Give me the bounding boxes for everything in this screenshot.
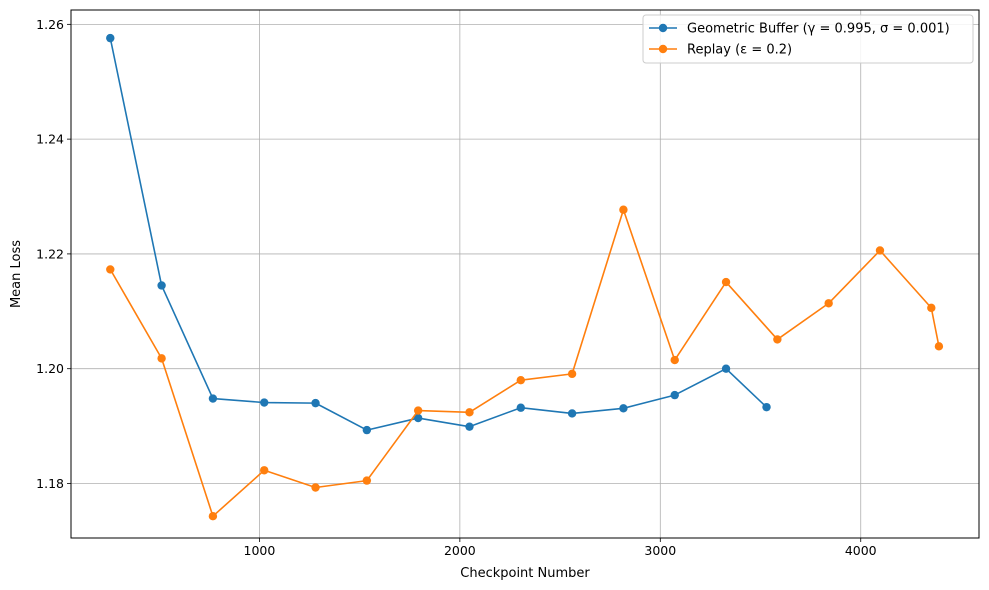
data-point <box>413 406 423 415</box>
data-point <box>260 398 269 407</box>
data-point <box>516 403 525 412</box>
data-point <box>362 476 372 485</box>
data-point <box>516 375 525 385</box>
y-axis-label: Mean Loss <box>9 240 24 308</box>
series-1 <box>106 205 944 521</box>
data-series <box>106 33 944 521</box>
data-point <box>721 364 731 373</box>
data-point <box>106 33 115 43</box>
axis-ticks: 1000 2000 3000 4000 1.18 1.20 1.22 1.24 1.26 <box>36 17 877 558</box>
data-point <box>619 404 628 413</box>
data-point <box>208 394 218 403</box>
data-point <box>413 413 423 423</box>
grid-lines <box>71 10 979 538</box>
data-point <box>311 398 320 408</box>
data-point <box>157 281 166 290</box>
data-point <box>619 205 628 214</box>
data-point <box>762 402 771 412</box>
data-point <box>208 511 218 521</box>
y-tick-label: 1.20 <box>36 361 64 376</box>
data-point <box>721 277 731 287</box>
data-point <box>934 342 944 351</box>
data-point <box>670 355 679 365</box>
series-line <box>109 208 940 517</box>
y-tick-label: 1.26 <box>36 17 64 32</box>
data-point <box>106 265 115 274</box>
data-point <box>927 303 936 313</box>
y-tick-label: 1.18 <box>36 476 64 491</box>
x-tick-label: 3000 <box>644 543 676 558</box>
data-point <box>773 335 782 344</box>
data-point <box>311 483 320 492</box>
x-tick-label: 4000 <box>845 543 877 558</box>
legend: Geometric Buffer (γ = 0.995, σ = 0.001) R… <box>642 14 974 64</box>
legend-box <box>642 14 974 64</box>
series-0 <box>106 33 771 435</box>
data-point <box>824 299 833 308</box>
data-point <box>567 409 577 418</box>
data-point <box>157 354 166 363</box>
legend-marker <box>658 44 668 54</box>
data-point <box>567 369 577 379</box>
data-point <box>465 422 474 431</box>
legend-marker <box>658 23 668 33</box>
plot-frame <box>70 9 980 539</box>
legend-entry: Geometric Buffer (γ = 0.995, σ = 0.001) <box>687 22 950 37</box>
data-point <box>875 246 885 255</box>
series-line <box>109 37 768 431</box>
y-tick-label: 1.24 <box>36 132 64 147</box>
x-tick-label: 2000 <box>444 543 476 558</box>
data-point <box>362 425 372 435</box>
x-axis-label: Checkpoint Number <box>460 566 590 581</box>
y-tick-label: 1.22 <box>36 246 64 261</box>
legend-entry: Replay (ε = 0.2) <box>687 43 792 58</box>
data-point <box>670 390 679 400</box>
data-point <box>260 466 269 475</box>
x-tick-label: 1000 <box>244 543 276 558</box>
data-point <box>465 408 474 417</box>
